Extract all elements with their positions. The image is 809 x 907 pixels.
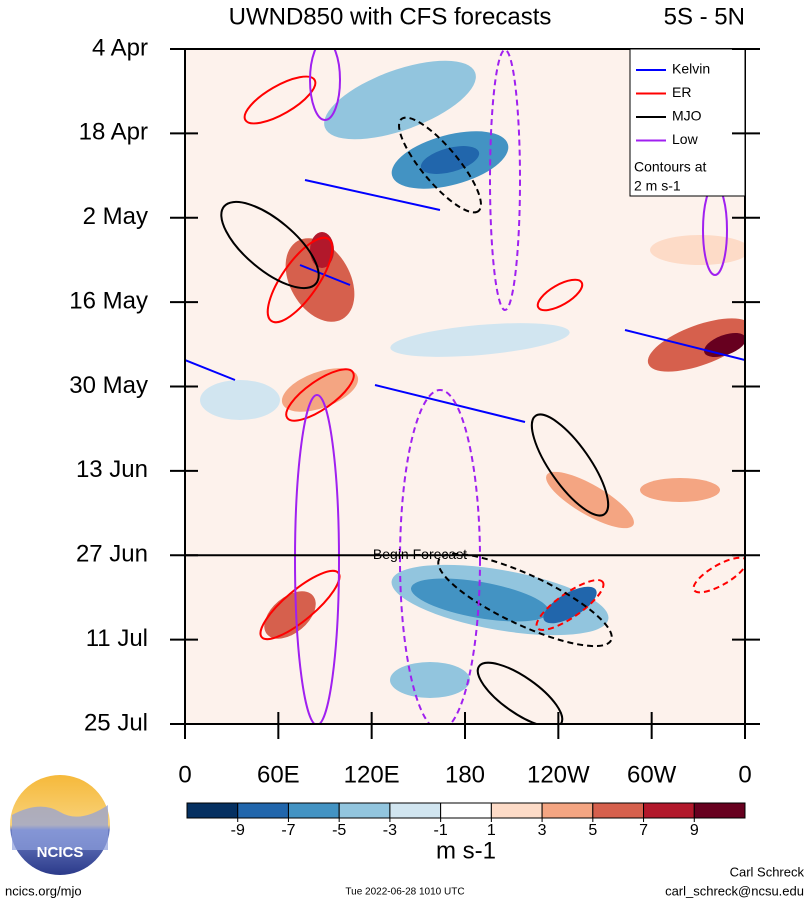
colorbar-box <box>338 802 391 819</box>
colorbar-label: m s-1 <box>436 837 496 864</box>
forecast-label: Begin Forecast <box>373 546 467 562</box>
colorbar-tick-label: -7 <box>281 822 295 839</box>
colorbar-tick-label: -1 <box>434 822 448 839</box>
y-tick-label: 2 May <box>83 203 148 230</box>
legend: Kelvin ER MJO Low Contours at 2 m s-1 <box>629 48 746 197</box>
colorbar-box <box>237 802 289 819</box>
colorbar-box <box>440 802 492 819</box>
legend-label: Kelvin <box>672 61 710 77</box>
colorbar-box <box>541 802 594 819</box>
x-tick-label: 60E <box>257 761 300 788</box>
footer-timestamp: Tue 2022-06-28 1010 UTC <box>345 887 464 898</box>
x-tick-label: 180 <box>445 761 485 788</box>
x-tick-label: 60W <box>627 761 677 788</box>
y-tick-label: 18 Apr <box>79 119 148 146</box>
colorbar-tick-label: 9 <box>690 822 699 839</box>
colorbar-tick-label: -3 <box>383 822 397 839</box>
chart-title: UWND850 with CFS forecasts <box>229 3 552 30</box>
x-tick-label: 0 <box>738 761 751 788</box>
colorbar-box <box>287 802 340 819</box>
colorbar-box <box>592 802 645 819</box>
y-tick-label: 30 May <box>69 372 148 399</box>
y-tick-label: 25 Jul <box>84 709 148 736</box>
legend-label: ER <box>672 84 691 100</box>
footer-author: Carl Schreck <box>730 864 805 879</box>
colorbar-tick-label: 1 <box>487 822 496 839</box>
footer-email: carl_schreck@ncsu.edu <box>665 883 804 898</box>
legend-note: Contours at <box>634 159 706 175</box>
footer-url: ncics.org/mjo <box>5 883 82 898</box>
colorbar-box <box>490 802 543 819</box>
y-tick-label: 13 Jun <box>76 456 148 483</box>
y-tick-label: 27 Jun <box>76 541 148 568</box>
legend-note: 2 m s-1 <box>634 178 681 194</box>
x-tick-label: 0 <box>178 761 191 788</box>
legend-label: MJO <box>672 108 702 124</box>
colorbar-tick-label: -9 <box>231 822 245 839</box>
legend-box <box>629 48 746 197</box>
logo-text: NCICS <box>37 844 84 861</box>
colorbar-box <box>186 802 239 819</box>
y-tick-label: 11 Jul <box>86 625 148 652</box>
x-tick-label: 120E <box>344 761 400 788</box>
colorbar-box <box>643 802 695 819</box>
colorbar-tick-label: 7 <box>639 822 648 839</box>
y-tick-label: 4 Apr <box>92 34 148 61</box>
chart-subtitle: 5S - 5N <box>664 3 745 30</box>
y-tick-label: 16 May <box>69 287 148 314</box>
colorbar-tick-label: -5 <box>332 822 346 839</box>
colorbar-tick-label: 3 <box>538 822 547 839</box>
colorbar-box <box>693 802 746 819</box>
x-tick-label: 120W <box>527 761 590 788</box>
colorbar-box <box>389 802 442 819</box>
legend-label: Low <box>672 131 699 147</box>
logo: NCICS <box>10 775 110 875</box>
colorbar-tick-label: 5 <box>588 822 597 839</box>
